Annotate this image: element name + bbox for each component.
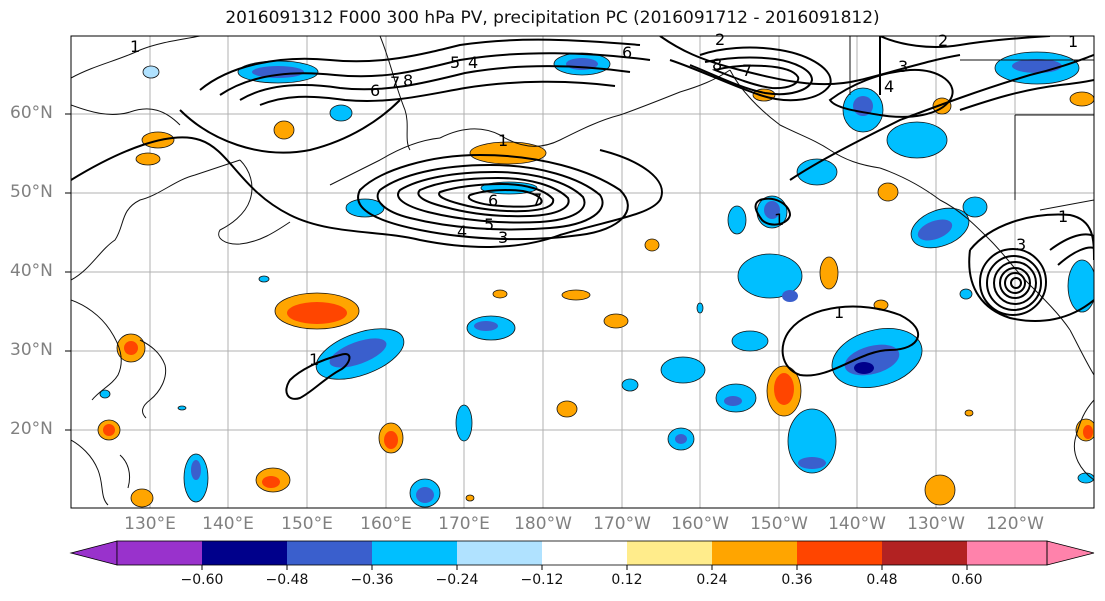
colorbar-tick-label: 0.12 (611, 572, 643, 588)
colorbar-segment (287, 541, 372, 565)
contour-label: 4 (884, 77, 894, 96)
contour-labels: 1 5 4 6 7 8 1 2 6 8 7 2 3 4 1 6 7 5 4 3 … (130, 30, 1078, 369)
lon-label: 150°E (281, 514, 333, 534)
lon-label: 150°W (750, 514, 808, 534)
lat-label: 40°N (10, 261, 53, 281)
colorbar-extend-low (69, 540, 118, 566)
lon-label: 120°W (986, 514, 1044, 534)
lon-label: 140°W (828, 514, 886, 534)
lon-label: 170°E (438, 514, 490, 534)
lat-label: 50°N (10, 182, 53, 202)
contour-label: 5 (484, 215, 494, 234)
map-title: 2016091312 F000 300 hPa PV, precipitatio… (225, 8, 880, 28)
contour-label: 1 (498, 131, 508, 150)
contour-label: 1 (1058, 207, 1068, 226)
contour-label: 7 (742, 61, 752, 80)
contour-label: 6 (370, 81, 380, 100)
contour-label: 2 (938, 31, 948, 50)
contour-label: 3 (898, 57, 908, 76)
contour-label: 3 (1016, 235, 1026, 254)
contour-label: 8 (403, 71, 413, 90)
colorbar-segment (457, 541, 542, 565)
lon-label: 160°W (671, 514, 729, 534)
lon-label: 180°W (514, 514, 572, 534)
colorbar-tick-label: −0.60 (180, 572, 224, 588)
lon-label: 140°E (202, 514, 254, 534)
colorbar-tick-label: −0.12 (520, 572, 564, 588)
coastlines (71, 36, 1094, 506)
contour-label: 1 (774, 210, 784, 229)
colorbar-tick-label: −0.48 (265, 572, 309, 588)
colorbar-tick-label: 0.36 (781, 572, 813, 588)
contour-label: 1 (130, 37, 140, 56)
lon-label: 160°E (360, 514, 412, 534)
colorbar-tick-label: 0.48 (866, 572, 898, 588)
contour-label: 7 (390, 73, 400, 92)
contour-label: 8 (712, 55, 722, 74)
colorbar-segment (117, 541, 202, 565)
colorbar-segment (882, 541, 967, 565)
contour-label: 3 (498, 228, 508, 247)
contour-label: 5 (450, 53, 460, 72)
lat-label: 20°N (10, 419, 53, 439)
colorbar-tick-label: 0.60 (951, 572, 983, 588)
lon-label: 130°E (124, 514, 176, 534)
contour-label: 4 (468, 53, 478, 72)
colorbar-segment (712, 541, 797, 565)
colorbar-segment (627, 541, 712, 565)
colorbar-segment (967, 541, 1047, 565)
colorbar-tick-label: −0.36 (350, 572, 394, 588)
colorbar-extend-high (1046, 540, 1095, 566)
contour-label: 2 (715, 30, 725, 49)
lat-label: 30°N (10, 340, 53, 360)
lat-label: 60°N (10, 103, 53, 123)
colorbar-tick-label: 0.24 (696, 572, 728, 588)
lon-label: 130°W (907, 514, 965, 534)
colorbar-segment (372, 541, 457, 565)
pv-contours (71, 36, 1094, 400)
contour-label: 7 (532, 190, 542, 209)
contour-label: 6 (622, 43, 632, 62)
colorbar-tick-label: −0.24 (435, 572, 479, 588)
colorbar-segment (542, 541, 627, 565)
colorbar-segment (202, 541, 287, 565)
colorbar (69, 540, 1095, 570)
contour-label: 1 (309, 350, 319, 369)
contour-label: 6 (488, 191, 498, 210)
colorbar-segment (797, 541, 882, 565)
tick-marks (65, 113, 71, 431)
contour-label: 4 (457, 222, 467, 241)
contour-label: 1 (834, 303, 844, 322)
contour-label: 1 (1068, 32, 1078, 51)
lon-label: 170°W (593, 514, 651, 534)
